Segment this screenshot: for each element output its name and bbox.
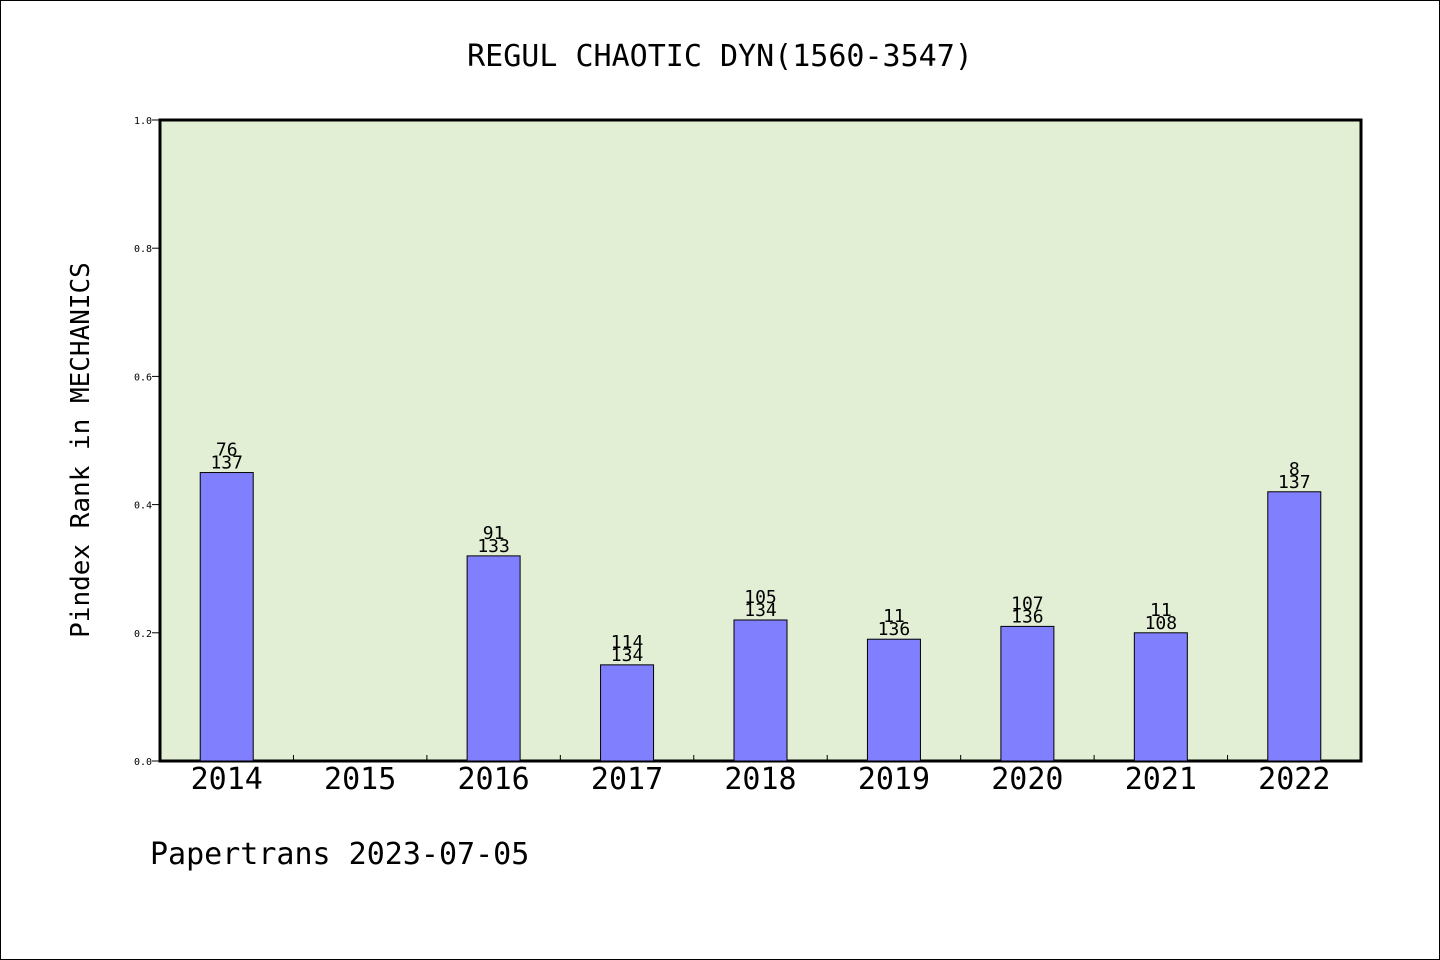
y-axis-label: Pindex Rank in MECHANICS [66,262,96,638]
bar-label-bottom: 134 [744,600,777,621]
bar-label-bottom: 108 [1145,613,1178,634]
bar-label-top: 114 [611,632,644,653]
bar-label-bottom: 136 [878,619,911,640]
bar-2020 [1000,625,1055,762]
y-tick-label: 0.4 [134,501,152,512]
x-tick-label: 2022 [1258,762,1330,797]
x-axis: 2014 2015 2016 2017 2018 2019 2020 2021 2022 [191,755,1330,797]
y-tick-label: 0.2 [134,629,152,640]
y-tick-label: 0.0 [134,757,152,768]
bar-2017 [600,664,655,762]
bar-label-bottom: 137 [210,453,243,474]
bar-label-top: 11 [883,606,905,627]
y-tick-label: 0.8 [134,244,152,255]
x-tick-label: 2020 [991,762,1063,797]
bar-2014 [199,472,254,762]
x-tick-label: 2018 [724,762,796,797]
x-tick-label: 2017 [591,762,663,797]
bar-2018 [733,619,788,762]
bar-label-top: 76 [216,440,238,461]
bar-2016 [466,555,521,762]
y-axis: 0.0 0.2 0.4 0.6 0.8 1.0 [134,116,160,768]
x-tick-label: 2014 [191,762,263,797]
x-tick-label: 2015 [324,762,396,797]
bar-label-top: 8 [1289,459,1300,480]
bar-label-bottom: 133 [477,536,510,557]
chart-title: REGUL CHAOTIC DYN(1560-3547) [467,39,973,74]
bar-label-bottom: 137 [1278,472,1311,493]
y-tick-label: 1.0 [134,116,152,127]
x-tick-label: 2016 [457,762,529,797]
bar-2019 [866,638,921,762]
bar-label-bottom: 136 [1011,606,1044,627]
x-tick-label: 2019 [858,762,930,797]
x-tick-label: 2021 [1125,762,1197,797]
bar-label-top: 107 [1011,593,1044,614]
y-tick-label: 0.6 [134,372,152,383]
bar-2021 [1133,632,1188,762]
bar-label-top: 11 [1150,600,1172,621]
bar-label-top: 105 [744,587,777,608]
bar-label-bottom: 134 [611,645,644,666]
bar-2022 [1267,491,1322,762]
footer-credit: Papertrans 2023-07-05 [150,837,529,872]
bar-label-top: 91 [483,523,505,544]
